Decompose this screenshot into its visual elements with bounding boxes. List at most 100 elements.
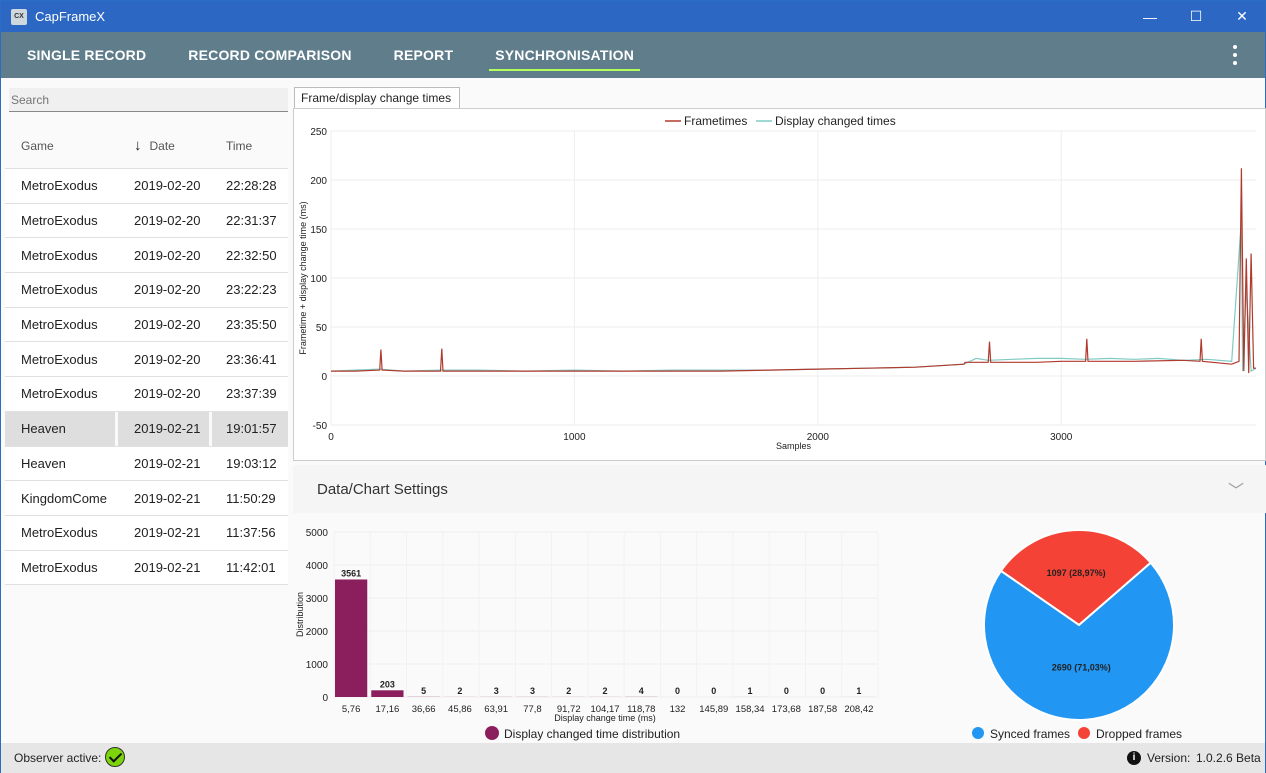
tab-frame-display-change-times[interactable]: Frame/display change times [294,87,460,109]
table-row[interactable]: MetroExodus 2019-02-20 23:35:50 [5,307,288,343]
y-tick-label: 5000 [306,528,329,539]
y-tick-label: 100 [310,274,327,285]
legend-label-frametimes: Frametimes [684,114,747,128]
tab-single-record[interactable]: SINGLE RECORD [27,47,147,63]
search-input[interactable] [9,88,288,112]
legend-label-display-changed: Display changed times [775,114,896,128]
legend-label-synced: Synced frames [990,727,1070,741]
table-row[interactable]: MetroExodus 2019-02-20 23:37:39 [5,377,288,412]
column-header-game[interactable]: Game [21,138,54,153]
cell-game: MetroExodus [21,559,98,575]
series-line-display-changed [330,219,1257,373]
bar-data-label: 5 [421,686,426,696]
cell-time: 22:28:28 [226,178,277,194]
y-tick-label: 1000 [306,660,329,671]
cell-time: 19:01:57 [226,421,277,437]
cell-time: 11:50:29 [226,490,276,506]
main-nav: SINGLE RECORD RECORD COMPARISON REPORT S… [1,32,1265,78]
cell-game: Heaven [5,411,118,446]
table-row[interactable]: MetroExodus 2019-02-20 22:28:28 [5,169,288,204]
version-value: 1.0.2.6 Beta [1196,751,1261,765]
x-tick-label: 132 [670,704,686,715]
table-row[interactable]: MetroExodus 2019-02-20 23:36:41 [5,342,288,378]
table-row[interactable]: MetroExodus 2019-02-21 11:37:56 [5,515,288,551]
table-row[interactable]: Heaven 2019-02-21 19:01:57 [5,411,288,447]
x-tick-label: 77,8 [523,704,542,715]
table-row[interactable]: MetroExodus 2019-02-20 23:22:23 [5,273,288,308]
column-header-date-label: Date [149,139,175,153]
x-tick-label: 1000 [563,432,586,443]
x-tick-label: 36,66 [412,704,436,715]
table-row[interactable]: KingdomCome 2019-02-21 11:50:29 [5,481,288,516]
version-label: Version: [1147,751,1191,765]
table-row[interactable]: MetroExodus 2019-02-21 11:42:01 [5,550,288,586]
table-row[interactable]: MetroExodus 2019-02-20 22:32:50 [5,238,288,274]
y-tick-label: 50 [316,323,328,334]
table-row[interactable]: Heaven 2019-02-21 19:03:12 [5,446,288,482]
series-line-frametimes [331,168,1256,374]
y-tick-label: 200 [310,176,327,187]
x-tick-label: 45,86 [448,704,472,715]
column-header-date[interactable]: ↓ Date [118,137,212,154]
sort-arrow-icon: ↓ [134,137,142,154]
cell-date: 2019-02-21 [134,525,201,541]
bar-data-label: 3 [494,686,499,696]
column-header-time[interactable]: Time [226,138,253,153]
minimize-button[interactable]: — [1143,8,1157,25]
distribution-chart: 01000200030004000500035615,7620317,16536… [295,528,879,741]
x-tick-label: 118,78 [627,704,655,715]
cell-time: 11:37:56 [226,525,276,541]
tab-record-comparison[interactable]: RECORD COMPARISON [188,47,352,63]
record-list-panel: Game ↓ Date Time MetroExodus 2019-02-20 22:… [5,78,288,743]
cell-game: Heaven [21,455,66,471]
x-tick-label: 173,68 [772,704,801,715]
frametime-chart-panel: -50 0 50 100 150 200 250 0 1000 2000 3000 Samples Fr… [293,108,1266,461]
legend-swatch-synced [972,727,984,739]
cell-date: 2019-02-20 [134,317,201,333]
cell-time: 19:03:12 [226,455,277,471]
x-axis-label: Display change time (ms) [554,713,656,723]
cell-date: 2019-02-21 [134,559,201,575]
legend-label-distribution: Display changed time distribution [504,727,680,741]
settings-title: Data/Chart Settings [317,481,448,498]
data-chart-settings-expander[interactable]: Data/Chart Settings ﹀ [293,465,1266,513]
pie-data-label: 2690 (71,03%) [1052,663,1111,673]
tab-synchronisation[interactable]: SYNCHRONISATION [474,32,655,78]
y-tick-label: 2000 [306,627,329,638]
chevron-down-icon[interactable]: ﹀ [1227,483,1244,500]
y-tick-label: 4000 [306,561,329,572]
title-bar: CX CapFrameX — ☐ ✕ [1,1,1265,32]
y-axis-label: Frametime + display change time (ms) [298,201,308,354]
y-tick-label: 0 [322,693,328,704]
cell-time: 22:32:50 [226,247,277,263]
cell-game: MetroExodus [21,525,98,541]
cell-game: MetroExodus [21,213,98,229]
y-tick-label: 0 [321,372,327,383]
cell-game: MetroExodus [21,282,98,298]
info-icon: i [1127,751,1141,765]
table-header: Game ↓ Date Time [5,123,288,169]
table-row[interactable]: MetroExodus 2019-02-20 22:31:37 [5,203,288,239]
x-tick-label: 2000 [807,432,830,443]
records-table: Game ↓ Date Time MetroExodus 2019-02-20 22:… [5,123,288,586]
pie-slice-dropped [999,529,1153,627]
cell-date: 2019-02-21 [134,490,201,506]
cell-time: 23:22:23 [226,282,277,298]
table-body: MetroExodus 2019-02-20 22:28:28 MetroExodus… [5,169,288,586]
more-options-icon[interactable] [1225,45,1245,65]
maximize-button[interactable]: ☐ [1189,8,1203,24]
x-tick-label: 3000 [1050,432,1073,443]
app-title: CapFrameX [35,9,106,24]
x-tick-label: 104,17 [590,704,619,715]
cell-date: 2019-02-20 [134,351,201,367]
x-tick-label: 17,16 [376,704,400,715]
bar-data-label: 2 [566,686,571,696]
cell-date: 2019-02-20 [134,178,201,194]
y-tick-label: 250 [310,127,327,138]
close-button[interactable]: ✕ [1236,8,1248,24]
bar-data-label: 0 [820,686,825,696]
cell-game: MetroExodus [21,317,98,333]
tab-report[interactable]: REPORT [393,47,454,63]
